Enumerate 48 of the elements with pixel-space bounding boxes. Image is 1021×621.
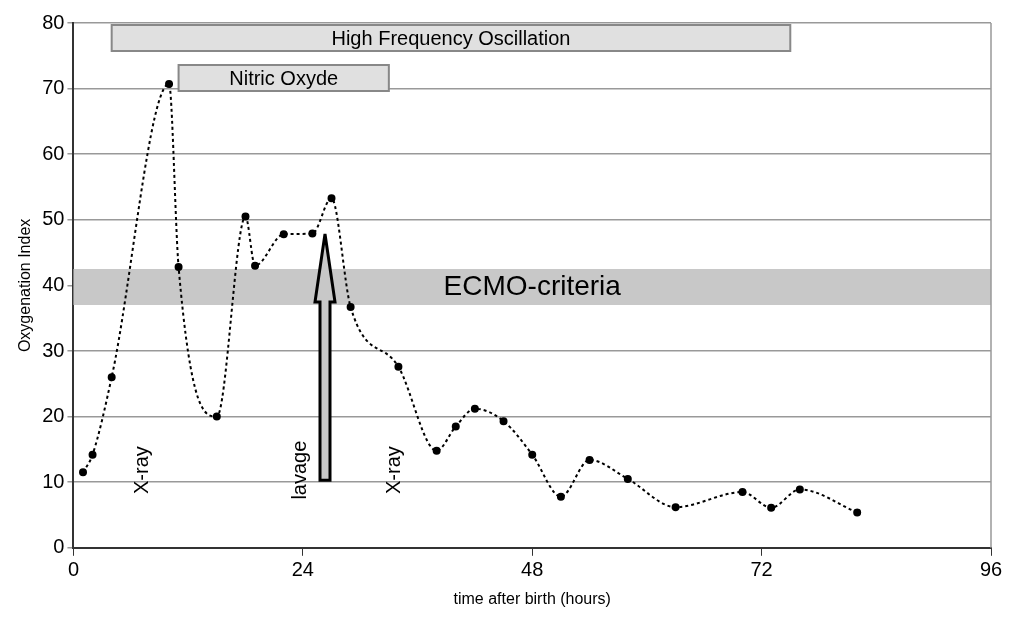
y-tick-label: 0 [53,535,65,558]
x-tick-label: 0 [67,558,80,581]
y-tick-label: 40 [42,272,65,295]
band-label: High Frequency Oscillation [331,26,571,49]
band-label: Nitric Oxyde [229,66,339,89]
point [738,488,747,497]
point [279,230,288,239]
point [308,229,317,238]
point [585,455,594,464]
y-tick-label: 70 [42,76,65,99]
x-tick-label: 72 [750,558,773,581]
y-tick-label: 50 [42,207,65,230]
y-tick-label: 60 [42,141,65,164]
annotation: lavage [287,440,310,500]
x-tick-label: 48 [521,558,544,581]
point [853,508,862,517]
point [251,261,260,270]
y-tick-label: 20 [42,404,65,427]
point [165,80,174,89]
point [470,404,479,413]
point [671,503,680,512]
point [327,194,336,203]
band-label: ECMO-criteria [443,269,622,301]
point [88,450,97,459]
annotation: X-ray [382,446,405,495]
point [107,373,116,382]
x-tick-label: 96 [979,558,1003,581]
point [556,492,565,501]
point [767,503,776,512]
point [528,450,537,459]
point [174,263,183,272]
point [451,422,460,431]
point [499,417,508,426]
point [79,468,87,477]
point [394,362,403,371]
point [212,412,221,421]
y-tick-label: 80 [42,10,65,33]
x-tick-label: 24 [291,558,314,581]
y-axis-title: Oxygenation Index [16,218,34,353]
y-tick-label: 10 [42,469,65,492]
annotation: X-ray [130,446,153,495]
x-axis-title: time after birth (hours) [453,589,611,607]
point [346,303,355,312]
point [623,474,632,483]
y-tick-label: 30 [42,338,65,361]
point [241,212,250,221]
point [432,446,441,455]
point [795,485,804,494]
